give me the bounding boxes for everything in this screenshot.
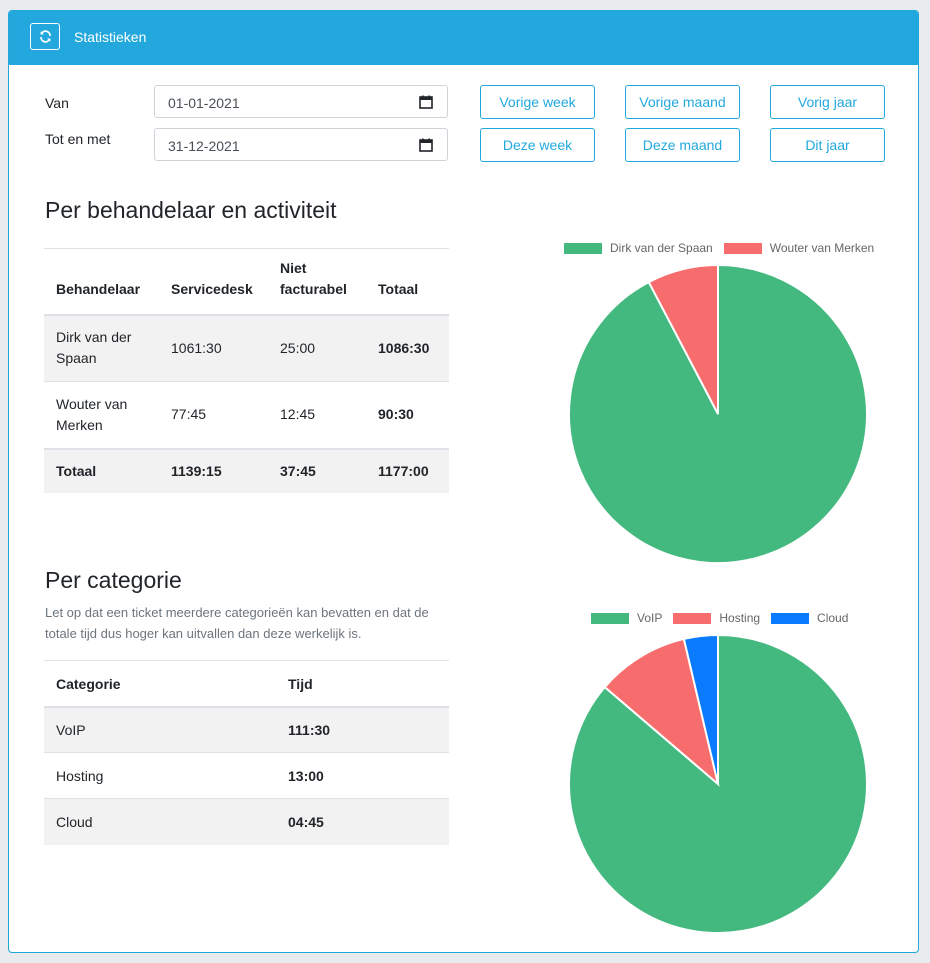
from-label: Van [45,95,69,111]
to-date-input[interactable]: 31-12-2021 [154,128,448,161]
to-date-value: 31-12-2021 [168,138,240,154]
legend-label: Hosting [719,611,761,625]
cell: 77:45 [159,381,268,449]
previous-month-button[interactable]: Vorige maand [625,85,740,119]
table-row: VoIP 111:30 [44,706,449,753]
table-row: Hosting 13:00 [44,752,449,799]
page-title: Statistieken [74,29,147,45]
legend-label: Dirk van der Spaan [610,241,713,255]
legend-label: VoIP [637,611,663,625]
cell: Cloud [44,798,276,845]
cell: 37:45 [268,447,366,493]
pie-slice-hosting[interactable] [603,637,720,787]
column-header: Tijd [276,660,449,708]
chart2-legend: VoIP Hosting Cloud [591,611,859,625]
cell: 90:30 [366,381,449,449]
cell: 13:00 [276,752,449,799]
pie-slice-cloud[interactable] [682,633,719,785]
cell: Dirk van der Spaan [56,329,132,367]
cell: Hosting [44,752,276,799]
column-header: Servicedesk [159,248,268,316]
category-pie-chart [568,633,868,934]
column-header: Behandelaar [44,248,159,316]
previous-year-button[interactable]: Vorig jaar [770,85,885,119]
statistics-card: Statistieken Van Tot en met 01-01-2021 3… [8,10,919,953]
legend-item: Wouter van Merken [723,241,875,255]
cell: 1139:15 [159,447,268,493]
legend-label: Cloud [817,611,849,625]
from-date-value: 01-01-2021 [168,95,240,111]
table-total-row: Totaal 1139:15 37:45 1177:00 [44,447,449,493]
legend-item: Dirk van der Spaan [564,241,713,255]
card-header: Statistieken [9,11,918,65]
legend-item: Cloud [771,611,848,625]
section-title-category: Per categorie [45,567,182,593]
from-date-input[interactable]: 01-01-2021 [154,85,448,118]
calendar-icon[interactable] [419,95,433,109]
section-title-handler: Per behandelaar en activiteit [45,197,337,223]
cell: 1177:00 [366,447,449,493]
cell: 1086:30 [378,339,430,356]
column-header: Niet facturabel [268,248,366,316]
to-label: Tot en met [45,131,111,147]
pie-slice-wouter-van-merken[interactable] [647,263,719,415]
cell: Totaal [44,447,159,493]
legend-item: VoIP [591,611,662,625]
cell: 25:00 [280,339,316,356]
refresh-button[interactable] [30,23,60,50]
this-week-button[interactable]: Deze week [480,128,595,162]
refresh-icon [39,30,51,43]
this-year-button[interactable]: Dit jaar [770,128,885,162]
cell: VoIP [56,721,86,738]
table-row: Cloud 04:45 [44,798,449,845]
legend-label: Wouter van Merken [769,241,875,255]
cell: Wouter van Merken [44,381,159,449]
handler-pie-chart [568,263,868,564]
table-row: Dirk van der Spaan 1061:30 25:00 1086:30 [44,314,449,382]
calendar-icon[interactable] [419,138,433,152]
chart1-legend: Dirk van der Spaan Wouter van Merken [564,241,885,255]
category-note: Let op dat een ticket meerdere categorie… [45,605,429,641]
handler-table: Behandelaar Servicedesk Niet facturabel … [44,248,449,493]
this-month-button[interactable]: Deze maand [625,128,740,162]
legend-item: Hosting [673,611,760,625]
cell: 111:30 [288,721,331,738]
column-header: Totaal [366,248,449,316]
cell: 1061:30 [171,339,222,356]
category-table: Categorie Tijd VoIP 111:30 Hosting 13:00… [44,660,449,845]
cell: 12:45 [268,381,366,449]
column-header: Categorie [44,660,276,708]
previous-week-button[interactable]: Vorige week [480,85,595,119]
table-row: Wouter van Merken 77:45 12:45 90:30 [44,381,449,449]
cell: 04:45 [276,798,449,845]
